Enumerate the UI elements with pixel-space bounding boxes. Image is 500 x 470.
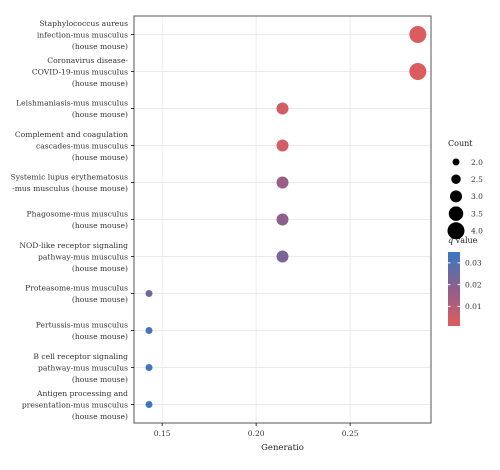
data-point: [409, 63, 427, 80]
data-point: [409, 26, 427, 43]
data-point: [145, 327, 153, 334]
size-legend-label: 3.5: [471, 209, 483, 218]
size-legend-label: 3.0: [471, 192, 483, 201]
y-tick-label: Antigen processing and: [36, 389, 128, 398]
size-legend-label: 2.0: [471, 158, 483, 167]
size-legend-dot: [450, 190, 462, 203]
y-tick-label: (house mouse): [72, 264, 128, 273]
data-point: [276, 250, 289, 263]
color-legend-bar: [448, 252, 460, 326]
x-axis-title: Generatio: [261, 443, 304, 453]
data-point: [276, 102, 289, 115]
y-tick-label: Complement and coagulation: [15, 130, 128, 139]
y-tick-label: Phagosome-mus musculus: [27, 210, 129, 219]
y-tick-label: Pertussis-mus musculus: [36, 321, 128, 330]
y-tick-label: Leishmaniasis-mus musculus: [16, 99, 128, 108]
y-tick-label: (house mouse): [72, 295, 128, 304]
data-point: [145, 401, 153, 408]
color-legend-label: 0.01: [465, 302, 482, 311]
y-tick-label: Staphylococcus aureus: [39, 19, 128, 28]
y-tick-label: Proteasome-mus musculus: [25, 284, 128, 293]
x-tick-label: 0.25: [342, 429, 359, 438]
y-tick-label: (house mouse): [72, 79, 128, 88]
y-tick-label: -mus musculus (house mouse): [12, 184, 128, 193]
y-tick-label: pathway-mus musculus: [38, 252, 128, 261]
y-tick-label: B cell receptor signaling: [33, 352, 128, 361]
size-legend-dot: [447, 222, 465, 240]
y-tick-label: Systemic lupus erythematosus: [11, 173, 129, 182]
y-tick-label: pathway-mus musculus: [38, 363, 128, 372]
size-legend-title: Count: [448, 139, 473, 148]
y-tick-label: (house mouse): [72, 153, 128, 162]
color-legend-title: q value: [448, 236, 478, 245]
y-tick-label: infection-mus musculus: [37, 30, 128, 39]
size-legend-dot: [451, 174, 461, 184]
color-legend-label: 0.02: [465, 280, 482, 289]
y-tick-label: NOD-like receptor signaling: [19, 241, 128, 250]
y-tick-label: (house mouse): [72, 332, 128, 341]
size-legend-label: 4.0: [471, 227, 483, 236]
size-legend-dot: [448, 206, 464, 221]
data-point: [145, 364, 153, 371]
y-tick-label: (house mouse): [72, 375, 128, 384]
y-tick-label: COVID-19-mus musculus: [32, 67, 128, 76]
y-tick-label: Coronavirus disease-: [47, 56, 128, 65]
y-tick-label: (house mouse): [72, 221, 128, 230]
y-tick-label: (house mouse): [72, 412, 128, 421]
data-point: [145, 290, 153, 297]
data-point: [276, 139, 289, 152]
y-tick-label: (house mouse): [72, 110, 128, 119]
y-tick-label: (house mouse): [72, 42, 128, 51]
x-tick-label: 0.15: [154, 429, 171, 438]
data-point: [276, 176, 289, 189]
data-point: [276, 213, 289, 226]
y-tick-label: cascades-mus musculus: [36, 141, 128, 150]
size-legend-label: 2.5: [471, 175, 483, 184]
color-legend-label: 0.03: [465, 259, 482, 268]
x-tick-label: 0.20: [248, 429, 265, 438]
size-legend-dot: [452, 158, 460, 166]
y-tick-label: presentation-mus musculus: [22, 400, 128, 409]
